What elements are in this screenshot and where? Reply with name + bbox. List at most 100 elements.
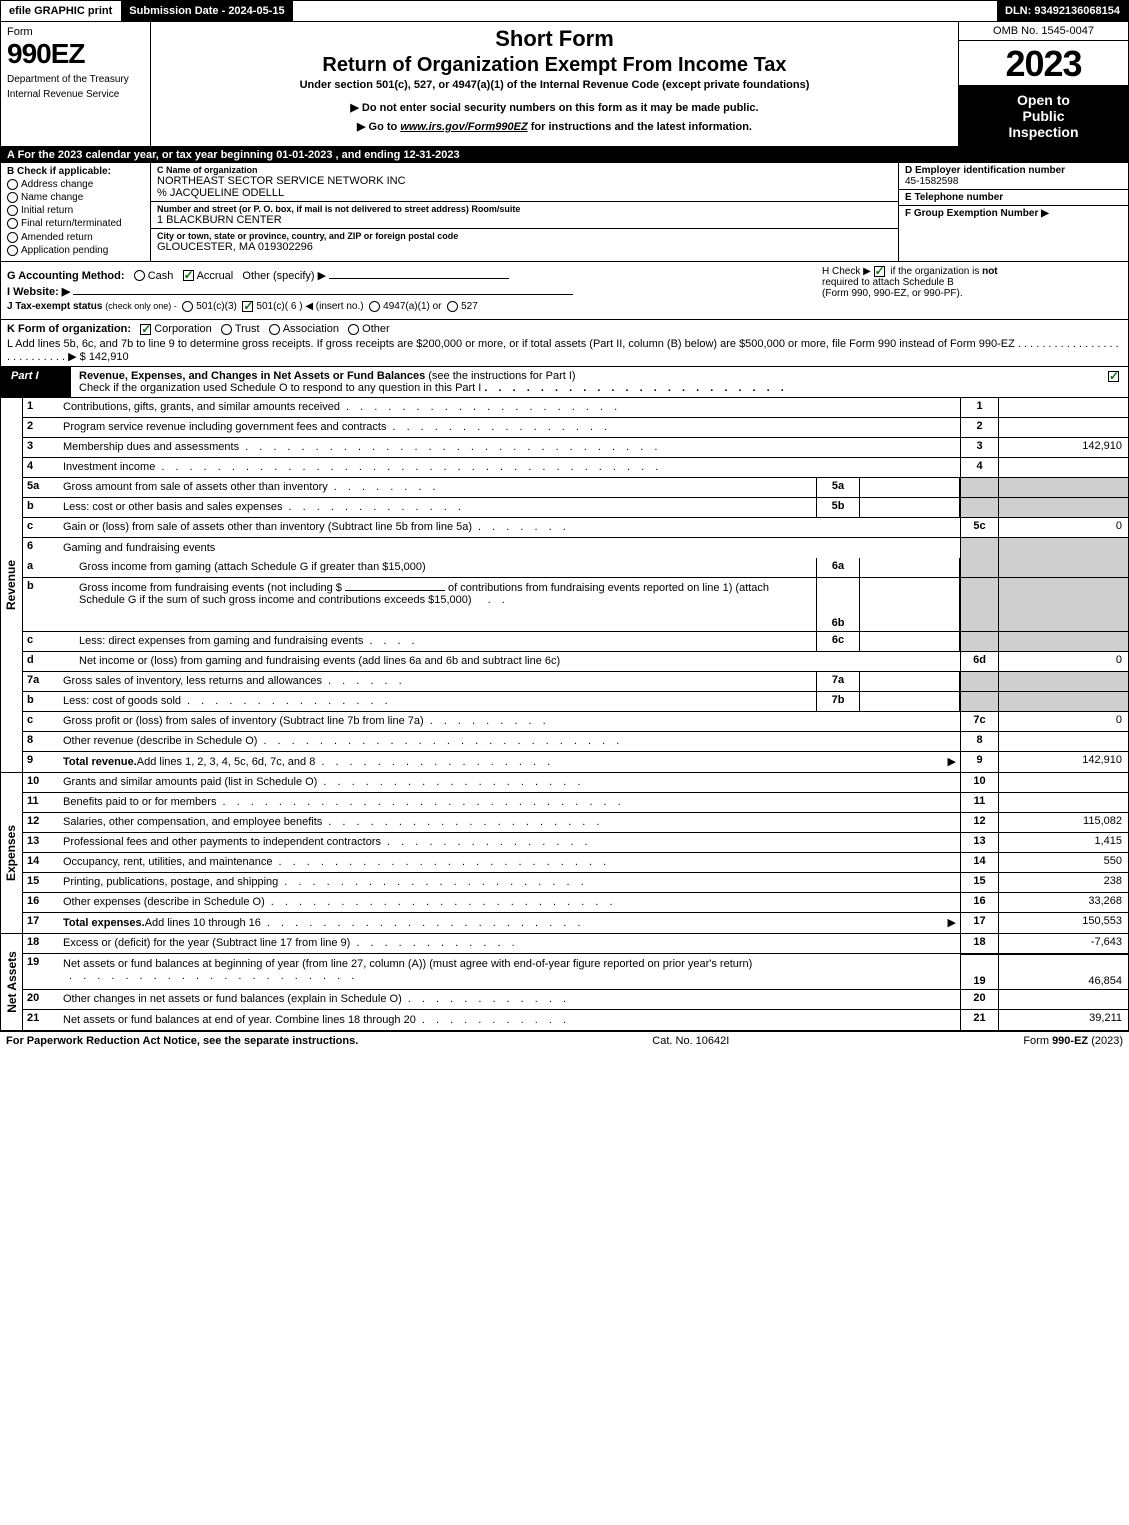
ein-value: 45-1582598 [905, 176, 1122, 187]
k-trust-radio[interactable] [221, 324, 232, 335]
care-of: % JACQUELINE ODELLL [157, 187, 892, 199]
j-o3: 4947(a)(1) or [383, 301, 441, 312]
footer-left: For Paperwork Reduction Act Notice, see … [6, 1035, 358, 1047]
box-c: C Name of organization NORTHEAST SECTOR … [151, 163, 898, 261]
open-l3: Inspection [963, 124, 1124, 140]
row-h: H Check ▶ if the organization is not req… [822, 266, 1122, 299]
k-o3: Association [283, 323, 339, 335]
line-3: 3 Membership dues and assessments. . . .… [23, 438, 1128, 458]
city-row: City or town, state or province, country… [151, 229, 898, 255]
box-e: E Telephone number [899, 190, 1128, 206]
g-accrual-check[interactable] [183, 270, 194, 281]
row-j: J Tax-exempt status (check only one) - 5… [7, 301, 1122, 312]
g-label: G Accounting Method: [7, 270, 125, 282]
omb-number: OMB No. 1545-0047 [959, 22, 1128, 41]
line-11: 11 Benefits paid to or for members. . . … [23, 793, 1128, 813]
irs-link[interactable]: www.irs.gov/Form990EZ [400, 121, 527, 133]
part1-schedule-o-check[interactable] [1108, 371, 1119, 382]
chk-amended-return[interactable]: Amended return [7, 232, 144, 243]
k-assoc-radio[interactable] [269, 324, 280, 335]
ein-label: D Employer identification number [905, 165, 1122, 176]
line-16: 16 Other expenses (describe in Schedule … [23, 893, 1128, 913]
open-inspection: Open to Public Inspection [959, 86, 1128, 146]
box-f: F Group Exemption Number ▶ [899, 206, 1128, 261]
h-mid: if the organization is [890, 266, 982, 277]
g-cash-radio[interactable] [134, 270, 145, 281]
dln-label: DLN: 93492136068154 [997, 1, 1128, 21]
expenses-side-label: Expenses [1, 773, 23, 933]
footer-mid: Cat. No. 10642I [652, 1035, 729, 1047]
j-527-radio[interactable] [447, 301, 458, 312]
part1-tab: Part I [1, 367, 71, 397]
chk-initial-return[interactable]: Initial return [7, 205, 144, 216]
g-other-line[interactable] [329, 278, 509, 279]
line-13: 13 Professional fees and other payments … [23, 833, 1128, 853]
revenue-table: Revenue 1 Contributions, gifts, grants, … [0, 398, 1129, 773]
row-l: L Add lines 5b, 6c, and 7b to line 9 to … [7, 338, 1122, 363]
line-1: 1 Contributions, gifts, grants, and simi… [23, 398, 1128, 418]
line-18: 18 Excess or (deficit) for the year (Sub… [23, 934, 1128, 954]
j-501c-check[interactable] [242, 301, 253, 312]
page-footer: For Paperwork Reduction Act Notice, see … [0, 1031, 1129, 1050]
row-k: K Form of organization: Corporation Trus… [7, 323, 1122, 335]
note2-post: for instructions and the latest informat… [528, 121, 752, 133]
form-word: Form [7, 26, 144, 38]
k-label: K Form of organization: [7, 323, 131, 335]
line-6b-amount[interactable] [345, 590, 445, 591]
line-20: 20 Other changes in net assets or fund b… [23, 990, 1128, 1010]
line-5c: c Gain or (loss) from sale of assets oth… [23, 518, 1128, 538]
chk-application-pending[interactable]: Application pending [7, 245, 144, 256]
j-o1: 501(c)(3) [196, 301, 237, 312]
topbar-spacer [294, 1, 997, 21]
section-bcdef: B Check if applicable: Address change Na… [0, 163, 1129, 262]
part1-sub: Check if the organization used Schedule … [79, 382, 481, 394]
line-2: 2 Program service revenue including gove… [23, 418, 1128, 438]
instructions-link-line: ▶ Go to www.irs.gov/Form990EZ for instru… [161, 120, 948, 133]
l-text: L Add lines 5b, 6c, and 7b to line 9 to … [7, 338, 1015, 350]
k-corp-check[interactable] [140, 324, 151, 335]
website-input[interactable] [73, 294, 573, 295]
efile-label[interactable]: efile GRAPHIC print [1, 1, 121, 21]
org-name-row: C Name of organization NORTHEAST SECTOR … [151, 163, 898, 202]
g-accrual: Accrual [197, 270, 234, 282]
line-7a: 7a Gross sales of inventory, less return… [23, 672, 1128, 692]
g-other: Other (specify) ▶ [242, 270, 326, 282]
line-19: 19 Net assets or fund balances at beginn… [23, 954, 1128, 990]
part1-header: Part I Revenue, Expenses, and Changes in… [0, 367, 1129, 398]
line-6a: a Gross income from gaming (attach Sched… [23, 558, 1128, 578]
header-left: Form 990EZ Department of the Treasury In… [1, 22, 151, 146]
h-l3: (Form 990, 990-EZ, or 990-PF). [822, 288, 963, 299]
chk-address-change[interactable]: Address change [7, 179, 144, 190]
h-not: not [982, 266, 998, 277]
l9-bold-pre: Total revenue. [63, 756, 137, 768]
k-other-radio[interactable] [348, 324, 359, 335]
header-center: Short Form Return of Organization Exempt… [151, 22, 958, 146]
chk-final-return[interactable]: Final return/terminated [7, 218, 144, 229]
line-5a: 5a Gross amount from sale of assets othe… [23, 478, 1128, 498]
header-right: OMB No. 1545-0047 2023 Open to Public In… [958, 22, 1128, 146]
top-bar: efile GRAPHIC print Submission Date - 20… [0, 0, 1129, 22]
h-checkbox[interactable] [874, 266, 885, 277]
line-5b: b Less: cost or other basis and sales ex… [23, 498, 1128, 518]
short-form-title: Short Form [161, 26, 948, 52]
k-o2: Trust [235, 323, 260, 335]
subtitle: Under section 501(c), 527, or 4947(a)(1)… [161, 79, 948, 91]
k-o1: Corporation [154, 323, 211, 335]
j-4947-radio[interactable] [369, 301, 380, 312]
tax-year: 2023 [959, 41, 1128, 86]
netassets-table: Net Assets 18 Excess or (deficit) for th… [0, 934, 1129, 1031]
j-o2: 501(c)( 6 ) ◀ (insert no.) [256, 301, 363, 312]
j-o4: 527 [461, 301, 478, 312]
chk-name-change[interactable]: Name change [7, 192, 144, 203]
dept-treasury: Department of the Treasury [7, 74, 144, 85]
j-501c3-radio[interactable] [182, 301, 193, 312]
line-4: 4 Investment income. . . . . . . . . . .… [23, 458, 1128, 478]
line-15: 15 Printing, publications, postage, and … [23, 873, 1128, 893]
part1-title: Revenue, Expenses, and Changes in Net As… [71, 367, 1102, 397]
part1-checkbox-cell [1102, 367, 1128, 397]
phone-label: E Telephone number [905, 192, 1122, 203]
h-l2: required to attach Schedule B [822, 277, 954, 288]
group-exemption-label: F Group Exemption Number ▶ [905, 208, 1049, 219]
submission-date: Submission Date - 2024-05-15 [121, 1, 293, 21]
line-6c: c Less: direct expenses from gaming and … [23, 632, 1128, 652]
